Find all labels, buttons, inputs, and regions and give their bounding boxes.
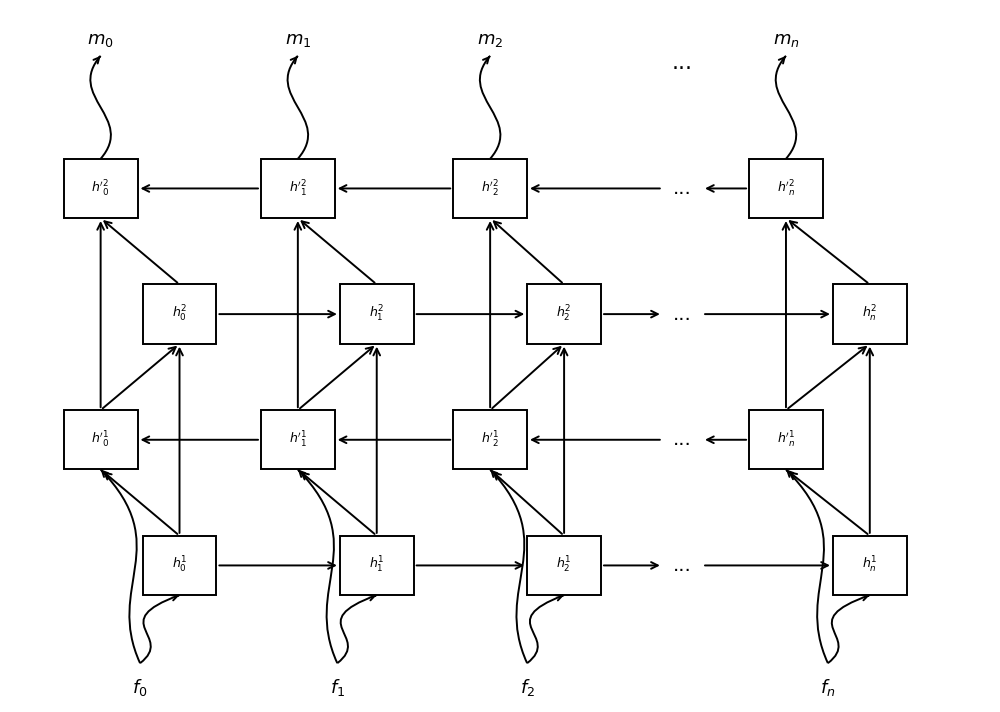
FancyArrowPatch shape [176, 349, 183, 533]
FancyArrowPatch shape [103, 347, 176, 408]
Text: $h'_{1}^1$: $h'_{1}^1$ [289, 430, 307, 450]
FancyArrowPatch shape [487, 223, 493, 407]
FancyArrowPatch shape [302, 473, 375, 534]
FancyBboxPatch shape [833, 535, 907, 595]
Text: $f_0$: $f_0$ [132, 677, 148, 698]
FancyBboxPatch shape [261, 410, 335, 469]
Text: $h'_{0}^1$: $h'_{0}^1$ [91, 430, 110, 450]
Text: $f_1$: $f_1$ [330, 677, 345, 698]
FancyBboxPatch shape [749, 410, 823, 469]
FancyBboxPatch shape [527, 284, 601, 344]
Text: $h'_{n}^1$: $h'_{n}^1$ [777, 430, 795, 450]
FancyBboxPatch shape [143, 535, 216, 595]
FancyArrowPatch shape [302, 221, 375, 283]
FancyArrowPatch shape [416, 562, 522, 569]
FancyArrowPatch shape [790, 473, 868, 534]
FancyArrowPatch shape [494, 221, 562, 283]
FancyArrowPatch shape [532, 185, 660, 192]
Text: $h'_{0}^2$: $h'_{0}^2$ [91, 179, 110, 199]
Text: $h_{1}^1$: $h_{1}^1$ [369, 555, 385, 575]
FancyArrowPatch shape [604, 562, 658, 569]
FancyBboxPatch shape [453, 159, 527, 218]
Text: $h_{0}^1$: $h_{0}^1$ [172, 555, 187, 575]
FancyArrowPatch shape [561, 349, 567, 533]
FancyBboxPatch shape [833, 284, 907, 344]
FancyBboxPatch shape [64, 410, 138, 469]
FancyBboxPatch shape [340, 535, 414, 595]
FancyArrowPatch shape [143, 436, 258, 443]
FancyArrowPatch shape [373, 349, 380, 533]
FancyArrowPatch shape [219, 562, 335, 569]
Text: $h'_{2}^2$: $h'_{2}^2$ [481, 179, 499, 199]
FancyArrowPatch shape [104, 221, 177, 283]
FancyArrowPatch shape [219, 310, 335, 318]
Text: ...: ... [673, 305, 692, 324]
FancyArrowPatch shape [97, 223, 104, 407]
Text: $h_{1}^2$: $h_{1}^2$ [369, 304, 384, 324]
FancyArrowPatch shape [492, 347, 560, 408]
FancyArrowPatch shape [494, 473, 562, 534]
FancyArrowPatch shape [790, 221, 868, 283]
FancyBboxPatch shape [749, 159, 823, 218]
Text: $h_{0}^2$: $h_{0}^2$ [172, 304, 187, 324]
FancyArrowPatch shape [788, 347, 866, 409]
Text: $h'_{n}^2$: $h'_{n}^2$ [777, 179, 795, 199]
FancyArrowPatch shape [866, 349, 873, 533]
Text: $h_{n}^1$: $h_{n}^1$ [862, 555, 878, 575]
Text: $m_n$: $m_n$ [773, 31, 799, 49]
FancyArrowPatch shape [707, 185, 746, 192]
Text: $f_n$: $f_n$ [820, 677, 836, 698]
Text: ...: ... [672, 53, 693, 73]
Text: $h_{2}^1$: $h_{2}^1$ [556, 555, 572, 575]
FancyArrowPatch shape [340, 185, 450, 192]
FancyBboxPatch shape [527, 535, 601, 595]
FancyBboxPatch shape [340, 284, 414, 344]
FancyArrowPatch shape [705, 562, 828, 569]
FancyArrowPatch shape [295, 223, 301, 407]
FancyArrowPatch shape [340, 436, 450, 443]
Text: $m_2$: $m_2$ [477, 31, 503, 49]
Text: $h_{n}^2$: $h_{n}^2$ [862, 304, 878, 324]
FancyArrowPatch shape [416, 310, 522, 318]
Text: $f_2$: $f_2$ [520, 677, 535, 698]
Text: ...: ... [673, 179, 692, 198]
Text: ...: ... [673, 556, 692, 575]
Text: $m_1$: $m_1$ [285, 31, 311, 49]
FancyArrowPatch shape [783, 223, 789, 407]
FancyArrowPatch shape [300, 347, 373, 408]
FancyBboxPatch shape [143, 284, 216, 344]
Text: $h_{2}^2$: $h_{2}^2$ [556, 304, 572, 324]
FancyBboxPatch shape [453, 410, 527, 469]
FancyArrowPatch shape [604, 310, 658, 318]
FancyArrowPatch shape [705, 310, 828, 318]
FancyArrowPatch shape [104, 473, 177, 534]
Text: $m_0$: $m_0$ [87, 31, 114, 49]
Text: $h'_{1}^2$: $h'_{1}^2$ [289, 179, 307, 199]
FancyArrowPatch shape [707, 436, 746, 443]
FancyArrowPatch shape [143, 185, 258, 192]
FancyBboxPatch shape [261, 159, 335, 218]
Text: ...: ... [673, 430, 692, 449]
Text: $h'_{2}^1$: $h'_{2}^1$ [481, 430, 499, 450]
FancyArrowPatch shape [532, 436, 660, 443]
FancyBboxPatch shape [64, 159, 138, 218]
